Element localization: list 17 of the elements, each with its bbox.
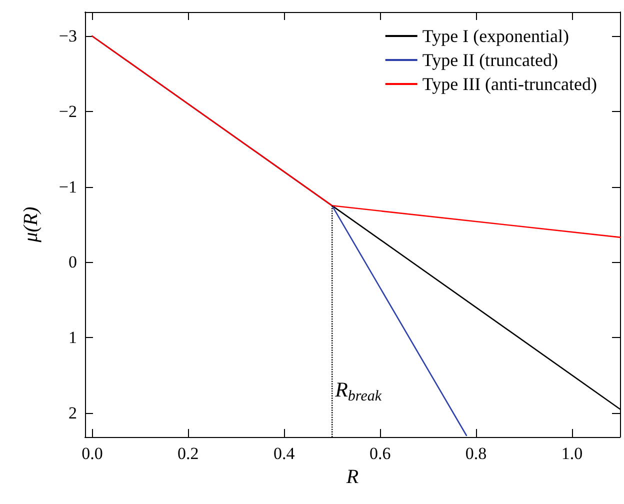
y-tick-label: 2 bbox=[68, 403, 77, 422]
legend-label: Type I (exponential) bbox=[422, 26, 570, 46]
y-tick-label: −1 bbox=[58, 177, 77, 196]
legend-label: Type III (anti-truncated) bbox=[422, 74, 598, 94]
x-tick-label: 0.0 bbox=[82, 444, 103, 463]
y-tick-label: −2 bbox=[58, 102, 77, 121]
x-axis-title: R bbox=[345, 466, 359, 488]
x-tick-label: 0.2 bbox=[178, 444, 199, 463]
x-tick-label: 0.4 bbox=[274, 444, 296, 463]
y-tick-label: 0 bbox=[68, 252, 77, 272]
y-axis-title: μ(R) bbox=[20, 206, 42, 244]
x-tick-label: 1.0 bbox=[561, 444, 583, 463]
x-tick-label: 0.8 bbox=[465, 444, 487, 463]
y-tick-label: −3 bbox=[58, 26, 77, 46]
y-tick-label: 1 bbox=[68, 328, 77, 348]
legend-label: Type II (truncated) bbox=[422, 50, 558, 70]
x-tick-label: 0.6 bbox=[369, 444, 391, 463]
